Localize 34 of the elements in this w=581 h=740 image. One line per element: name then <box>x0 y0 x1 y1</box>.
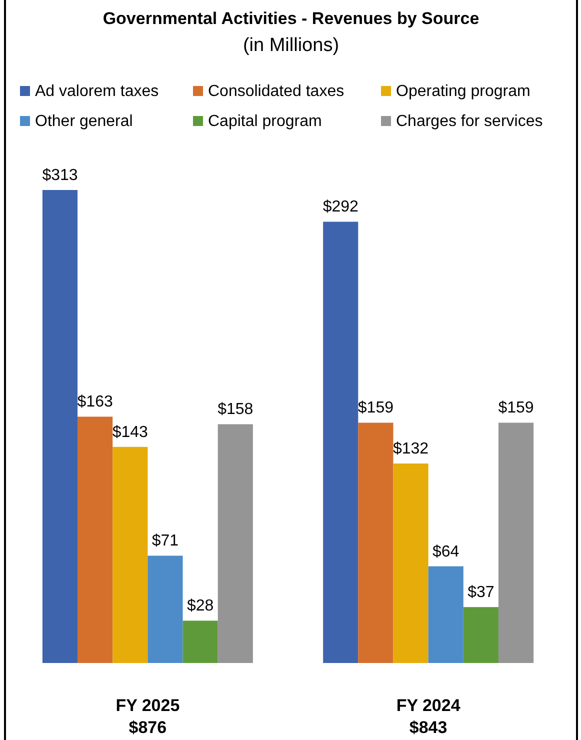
data-label: $64 <box>432 543 460 560</box>
bar <box>498 422 534 663</box>
chart-subtitle: (in Millions) <box>242 35 340 56</box>
bar <box>218 424 253 663</box>
data-label: $292 <box>322 198 359 216</box>
bar <box>182 620 218 663</box>
bar <box>148 556 183 663</box>
data-label: $132 <box>392 440 429 458</box>
data-label: $159 <box>498 400 534 417</box>
legend-label: Ad valorem taxes <box>35 83 159 100</box>
legend-label: Capital program <box>208 113 322 130</box>
bar <box>323 222 358 663</box>
data-label: $159 <box>358 400 394 417</box>
bar <box>428 566 464 663</box>
data-label: $313 <box>42 167 78 184</box>
legend-label: Operating program <box>396 83 530 100</box>
legend-label: Other general <box>35 113 133 130</box>
data-label: $163 <box>77 394 113 411</box>
data-label: $28 <box>186 598 214 615</box>
bar <box>463 607 498 663</box>
legend-label: Consolidated taxes <box>208 83 344 100</box>
bar <box>358 422 394 663</box>
data-label: $143 <box>112 424 148 441</box>
x-tick-label: FY 2024 $843 <box>396 696 461 737</box>
legend-label: Charges for services <box>396 113 543 130</box>
data-label: $37 <box>468 584 494 602</box>
data-label: $71 <box>152 532 179 550</box>
bar <box>42 190 78 663</box>
bar <box>78 416 113 663</box>
chart-title: Governmental Activities - Revenues by Source <box>102 9 480 28</box>
bar <box>393 464 428 663</box>
bar <box>112 446 148 663</box>
data-label: $158 <box>218 401 254 418</box>
x-tick-label: FY 2025 $876 <box>116 696 180 737</box>
